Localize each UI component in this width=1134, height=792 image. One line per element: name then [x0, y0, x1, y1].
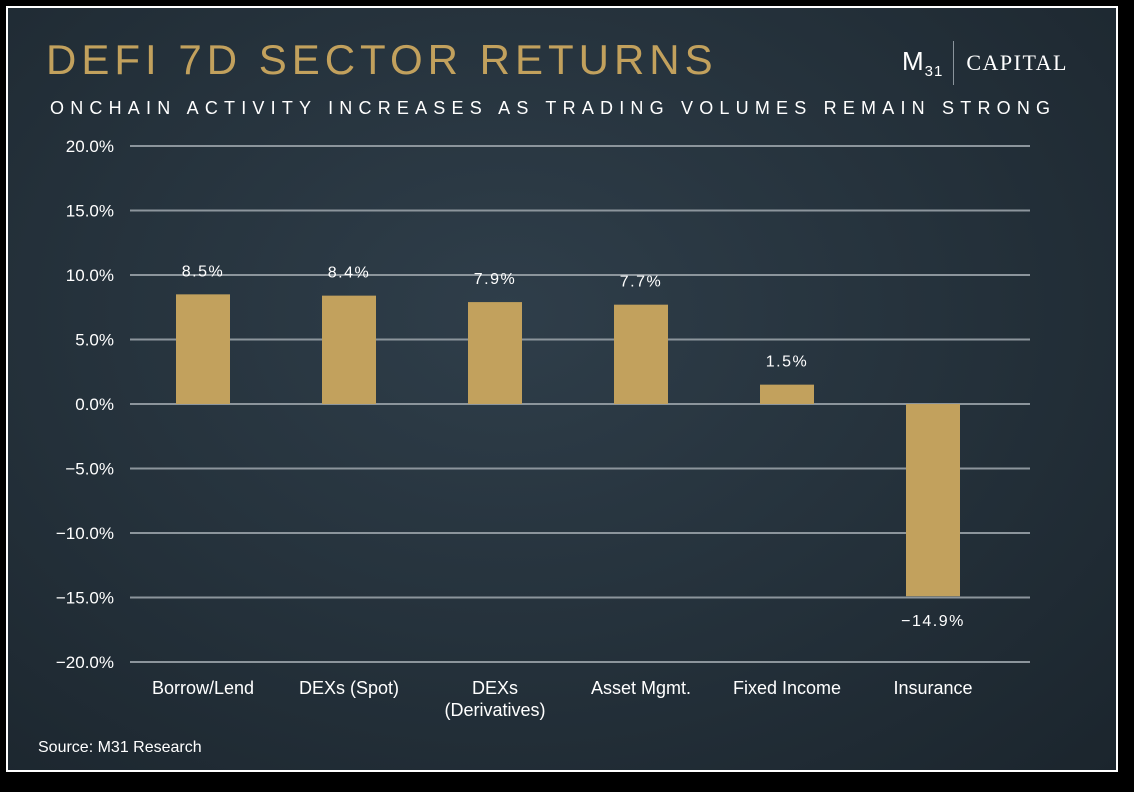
category-label: Borrow/Lend — [152, 678, 254, 698]
x-axis-categories: Borrow/Lend DEXs (Spot) DEXs(Derivatives) A… — [152, 678, 973, 720]
data-label: 8.4% — [328, 265, 370, 282]
logo-divider — [953, 41, 955, 85]
m31-capital-logo: M31 CAPITAL — [902, 40, 1068, 86]
grid-lines — [130, 145, 1030, 663]
source-note: Source: M31 Research — [38, 739, 202, 756]
y-tick-label: −5.0% — [65, 460, 114, 479]
y-tick-label: 0.0% — [75, 395, 114, 414]
bar — [176, 294, 230, 404]
bar — [906, 404, 960, 597]
y-tick-label: −10.0% — [56, 524, 114, 543]
category-label: Fixed Income — [733, 678, 841, 698]
y-axis-ticks: 20.0% 15.0% 10.0% 5.0% 0.0% −5.0% −10.0% −15.0%… — [56, 137, 114, 672]
chart-subtitle: ONCHAIN ACTIVITY INCREASES AS TRADING VO… — [50, 98, 1057, 118]
category-label: DEXs (Spot) — [299, 678, 399, 698]
chart-title: DEFI 7D SECTOR RETURNS — [46, 36, 718, 83]
bar — [760, 384, 814, 404]
bar — [322, 295, 376, 404]
category-label: DEXs — [472, 678, 518, 698]
y-tick-label: 5.0% — [75, 331, 114, 350]
y-tick-label: 20.0% — [66, 137, 114, 156]
bars — [176, 294, 960, 597]
category-label: (Derivatives) — [444, 700, 545, 720]
data-label: 7.7% — [620, 274, 662, 291]
data-labels: 8.5% 8.4% 7.9% 7.7% 1.5% −14.9% — [182, 263, 965, 630]
logo-mark: M31 — [902, 45, 944, 81]
data-label: 8.5% — [182, 263, 224, 280]
bar — [614, 304, 668, 404]
data-label: 1.5% — [766, 354, 808, 371]
y-tick-label: 10.0% — [66, 266, 114, 285]
y-tick-label: −15.0% — [56, 589, 114, 608]
bar — [468, 302, 522, 404]
data-label: 7.9% — [474, 271, 516, 288]
category-label: Asset Mgmt. — [591, 678, 691, 698]
y-tick-label: 15.0% — [66, 202, 114, 221]
logo-name: CAPITAL — [966, 50, 1068, 75]
y-tick-label: −20.0% — [56, 653, 114, 672]
category-label: Insurance — [893, 678, 972, 698]
data-label: −14.9% — [901, 613, 965, 630]
